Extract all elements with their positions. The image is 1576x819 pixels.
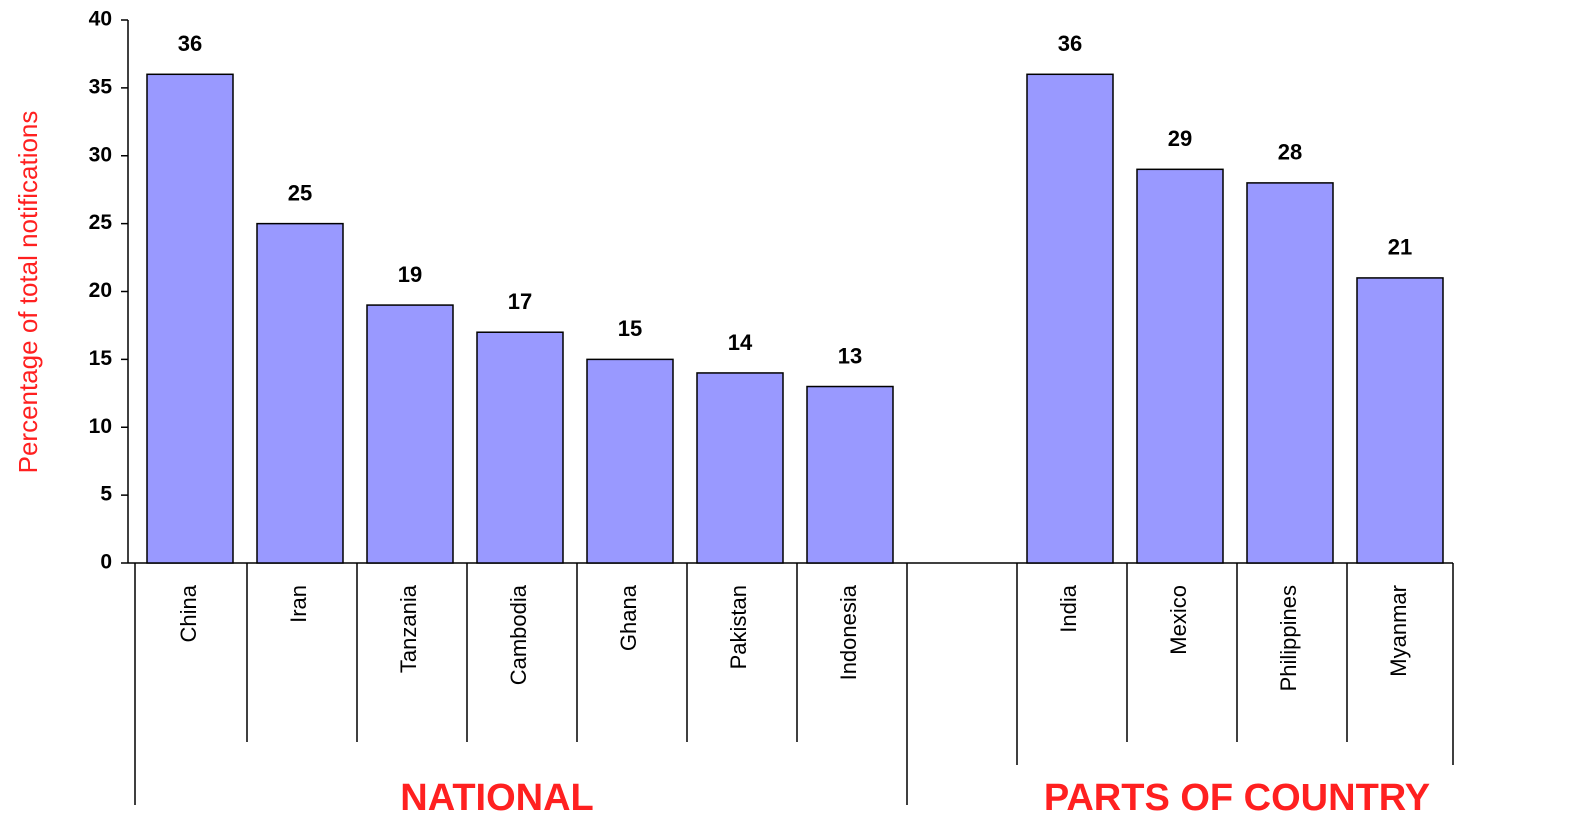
bar [256,222,344,564]
y-tick-label: 40 [89,8,112,31]
x-tick-label: Iran [286,585,311,623]
x-tick-label: India [1056,584,1081,632]
y-tick-label: 0 [100,551,112,574]
y-tick-label: 15 [89,347,113,370]
y-tick-label: 25 [89,211,113,234]
x-tick-label: Myanmar [1386,585,1411,677]
value-label: 36 [1058,31,1082,56]
x-tick-label: Tanzania [396,584,421,673]
group-label: PARTS OF COUNTRY [1044,777,1430,819]
bar [586,358,674,564]
bar [476,331,564,564]
value-label: 28 [1278,140,1302,165]
y-axis-label: Percentage of total notifications [13,111,43,474]
x-tick-label: Ghana [616,584,641,651]
bar [806,385,894,564]
bar [696,372,784,564]
value-label: 15 [618,316,642,341]
x-tick-label: Indonesia [836,584,861,680]
x-tick-label: Pakistan [726,585,751,669]
x-tick-label: Cambodia [506,584,531,685]
bar [1356,277,1444,564]
value-label: 29 [1168,126,1192,151]
value-label: 25 [288,180,312,205]
value-label: 36 [178,31,202,56]
bar [146,73,234,564]
x-tick-label: China [176,584,201,642]
y-tick-label: 35 [89,75,113,98]
bar [1246,182,1334,564]
y-tick-label: 30 [89,143,112,166]
y-tick-label: 10 [89,415,112,438]
value-label: 19 [398,262,422,287]
x-tick-label: Mexico [1166,585,1191,655]
x-tick-label: Philippines [1276,585,1301,691]
bar [1136,168,1224,564]
y-tick-label: 20 [89,279,112,302]
bar [1026,73,1114,564]
value-label: 17 [508,289,532,314]
bar [366,304,454,564]
y-tick-label: 5 [100,483,112,506]
group-label: NATIONAL [400,777,594,819]
value-label: 13 [838,343,862,368]
value-label: 14 [728,330,753,355]
value-label: 21 [1388,235,1412,260]
